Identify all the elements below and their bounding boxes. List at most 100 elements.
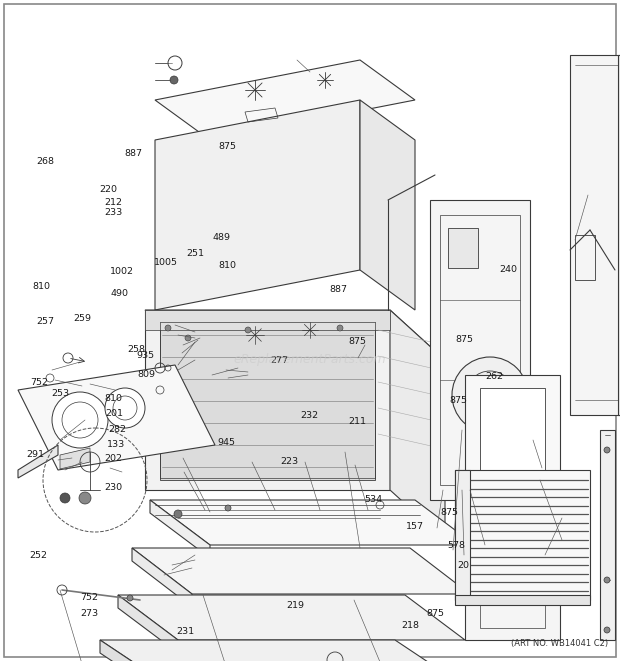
Text: 887: 887 xyxy=(124,149,142,158)
Text: 262: 262 xyxy=(485,372,503,381)
Polygon shape xyxy=(145,310,390,330)
Text: 223: 223 xyxy=(280,457,298,466)
Text: 887: 887 xyxy=(330,285,348,294)
Text: 875: 875 xyxy=(218,141,236,151)
Polygon shape xyxy=(155,60,415,140)
Circle shape xyxy=(452,357,528,433)
Circle shape xyxy=(174,510,182,518)
Text: 489: 489 xyxy=(212,233,230,243)
Text: 232: 232 xyxy=(300,410,318,420)
Text: 875: 875 xyxy=(440,508,458,517)
Text: 277: 277 xyxy=(270,356,288,365)
Text: 211: 211 xyxy=(348,417,366,426)
Polygon shape xyxy=(145,310,445,360)
Text: 1005: 1005 xyxy=(154,258,178,267)
Text: 752: 752 xyxy=(30,377,48,387)
Polygon shape xyxy=(155,100,360,310)
Text: 251: 251 xyxy=(186,249,204,258)
Circle shape xyxy=(482,387,498,403)
Polygon shape xyxy=(118,595,465,640)
Polygon shape xyxy=(455,595,590,605)
Circle shape xyxy=(168,56,182,70)
Polygon shape xyxy=(132,548,192,607)
Polygon shape xyxy=(455,470,470,600)
Polygon shape xyxy=(570,55,620,415)
Text: 534: 534 xyxy=(365,495,383,504)
Text: 257: 257 xyxy=(36,317,54,327)
Polygon shape xyxy=(618,55,620,415)
Text: 212: 212 xyxy=(104,198,122,207)
Text: 273: 273 xyxy=(81,609,99,618)
Polygon shape xyxy=(60,448,90,469)
Polygon shape xyxy=(160,320,375,480)
Circle shape xyxy=(60,493,70,503)
Polygon shape xyxy=(465,375,560,560)
Text: 875: 875 xyxy=(456,335,474,344)
Polygon shape xyxy=(118,595,178,653)
Circle shape xyxy=(165,325,171,331)
Text: 282: 282 xyxy=(108,425,126,434)
Polygon shape xyxy=(145,310,390,490)
Polygon shape xyxy=(360,100,415,310)
Circle shape xyxy=(127,595,133,601)
Text: 201: 201 xyxy=(105,408,123,418)
Text: 220: 220 xyxy=(99,185,117,194)
Circle shape xyxy=(52,392,108,448)
Text: 133: 133 xyxy=(107,440,125,449)
Text: eReplacementParts.com: eReplacementParts.com xyxy=(234,354,386,366)
Circle shape xyxy=(79,492,91,504)
Polygon shape xyxy=(455,470,590,600)
Text: 202: 202 xyxy=(104,454,122,463)
Circle shape xyxy=(604,627,610,633)
Polygon shape xyxy=(100,640,160,661)
Text: (ART NO. WB14041 C2): (ART NO. WB14041 C2) xyxy=(511,639,608,648)
Text: 20: 20 xyxy=(458,561,469,570)
Text: 809: 809 xyxy=(138,369,156,379)
Text: 578: 578 xyxy=(448,541,466,551)
Circle shape xyxy=(245,327,251,333)
Polygon shape xyxy=(18,445,58,478)
Text: 810: 810 xyxy=(218,260,236,270)
Text: 258: 258 xyxy=(127,344,145,354)
Circle shape xyxy=(604,577,610,583)
Polygon shape xyxy=(480,388,545,545)
Polygon shape xyxy=(100,640,455,661)
Text: 875: 875 xyxy=(348,336,366,346)
Text: 230: 230 xyxy=(104,483,122,492)
Circle shape xyxy=(604,447,610,453)
Polygon shape xyxy=(390,310,445,540)
Text: 490: 490 xyxy=(110,289,128,298)
Text: 752: 752 xyxy=(81,593,99,602)
Text: 253: 253 xyxy=(51,389,69,399)
Text: 935: 935 xyxy=(136,351,154,360)
Text: 810: 810 xyxy=(104,394,122,403)
Circle shape xyxy=(185,335,191,341)
Text: 219: 219 xyxy=(286,601,304,610)
Text: 233: 233 xyxy=(104,208,122,217)
Circle shape xyxy=(225,505,231,511)
Text: 945: 945 xyxy=(217,438,235,447)
Text: 231: 231 xyxy=(177,627,195,636)
Polygon shape xyxy=(150,500,475,545)
Polygon shape xyxy=(132,548,470,594)
Polygon shape xyxy=(150,500,210,558)
Text: 240: 240 xyxy=(499,265,517,274)
Polygon shape xyxy=(448,228,478,268)
Text: 157: 157 xyxy=(406,522,424,531)
Polygon shape xyxy=(465,560,560,640)
Circle shape xyxy=(337,325,343,331)
Text: 259: 259 xyxy=(73,314,91,323)
Polygon shape xyxy=(600,430,615,640)
Text: 291: 291 xyxy=(26,450,44,459)
Text: 1002: 1002 xyxy=(110,266,135,276)
Polygon shape xyxy=(18,365,215,470)
Text: 252: 252 xyxy=(30,551,48,560)
Polygon shape xyxy=(430,200,530,500)
Circle shape xyxy=(170,76,178,84)
Text: 218: 218 xyxy=(402,621,420,630)
Text: 875: 875 xyxy=(450,396,467,405)
Text: 875: 875 xyxy=(427,609,445,618)
Text: 810: 810 xyxy=(32,282,50,292)
Text: 268: 268 xyxy=(36,157,54,166)
Circle shape xyxy=(105,388,145,428)
